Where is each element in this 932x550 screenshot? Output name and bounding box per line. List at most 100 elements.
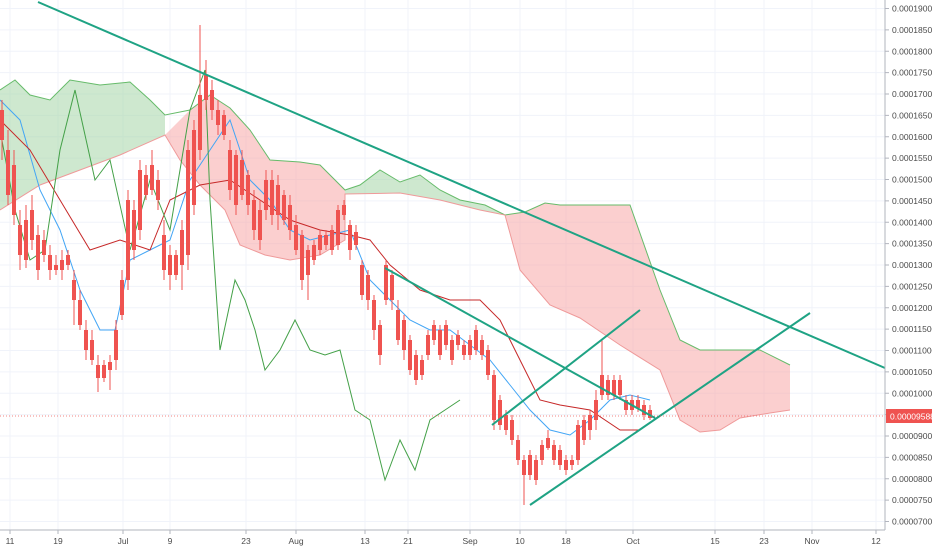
time-tick-label: 18 [561,536,571,546]
time-tick-label: Jul [118,536,129,546]
candle-body [156,180,160,200]
time-tick-label: 13 [360,536,370,546]
candle-body [312,245,316,260]
candle-body [552,445,556,460]
candles [0,25,652,505]
candle-body [84,330,88,350]
candle-body [390,275,394,300]
time-axis[interactable]: 11 19 Jul 9 23 Aug 13 21 Sep 10 18 Oct 15 23 Nov 12 [0,529,885,546]
candle-body [450,340,454,360]
candle-body [612,380,616,395]
candle-body [174,255,178,275]
candle-body [42,240,46,255]
candle-body [90,340,94,360]
candle-body [162,235,166,270]
candle-body [522,460,526,475]
candle-body [18,225,22,255]
time-tick-label: 23 [759,536,769,546]
candle-body [114,330,118,360]
candle-body [606,380,610,395]
candle-body [504,415,508,430]
trendline[interactable] [491,309,641,426]
candle-body [282,195,286,220]
price-tick-label: 0.00011000 [892,346,932,356]
candle-body [330,230,334,250]
candle-body [120,280,124,315]
candle-body [462,345,466,355]
candle-body [264,180,268,210]
candle-body [300,235,304,280]
candle-body [0,110,4,140]
time-tick-label: 19 [53,536,63,546]
trendline[interactable] [37,1,886,369]
candle-body [516,440,520,460]
candle-body [102,365,106,378]
candle-body [360,265,364,295]
candle-body [420,360,424,375]
trendlines[interactable] [37,1,886,506]
candle-body [618,380,622,395]
candle-body [408,340,412,370]
candle-body [468,340,472,355]
candle-body [510,420,514,440]
candle-body [558,450,562,465]
price-tick-label: 0.00011500 [892,324,932,334]
candle-body [192,130,196,205]
candle-body [432,325,436,340]
candle-body [216,110,220,125]
candle-body [384,265,388,300]
candle-body [252,200,256,230]
candle-body [588,415,592,430]
candle-body [600,375,604,395]
candle-body [324,235,328,245]
candle-body [474,330,478,350]
time-tick-label: 12 [871,536,881,546]
candle-body [570,460,574,465]
candle-body [498,400,502,425]
candle-body [546,438,550,448]
current-price-label: 0.00009588 [890,412,932,422]
candle-body [582,420,586,440]
candle-body [414,355,418,380]
candle-body [288,205,292,230]
candle-body [150,165,154,190]
candle-body [210,90,214,110]
time-tick-label: Oct [626,536,640,546]
candle-body [6,150,10,195]
candle-body [276,185,280,215]
candle-body [492,375,496,420]
grid-lines [0,0,885,530]
candle-body [246,175,250,205]
time-tick-label: Sep [462,536,477,546]
trendline[interactable] [384,267,656,419]
current-price-badge [886,409,932,423]
candle-body [534,460,538,480]
bear-cloud [505,203,790,432]
trendline[interactable] [529,312,811,506]
candle-body [258,210,262,240]
candle-body [648,410,652,418]
time-tick-label: Nov [804,536,820,546]
candle-body [594,400,598,420]
candle-body [486,350,490,375]
candle-body [270,180,274,215]
candle-body [126,200,130,280]
time-tick-label: 10 [515,536,525,546]
candle-body [426,335,430,355]
candle-body [378,325,382,355]
candle-body [144,175,148,195]
candle-body [438,330,442,355]
time-tick-label: 23 [241,536,251,546]
candle-body [30,210,34,240]
